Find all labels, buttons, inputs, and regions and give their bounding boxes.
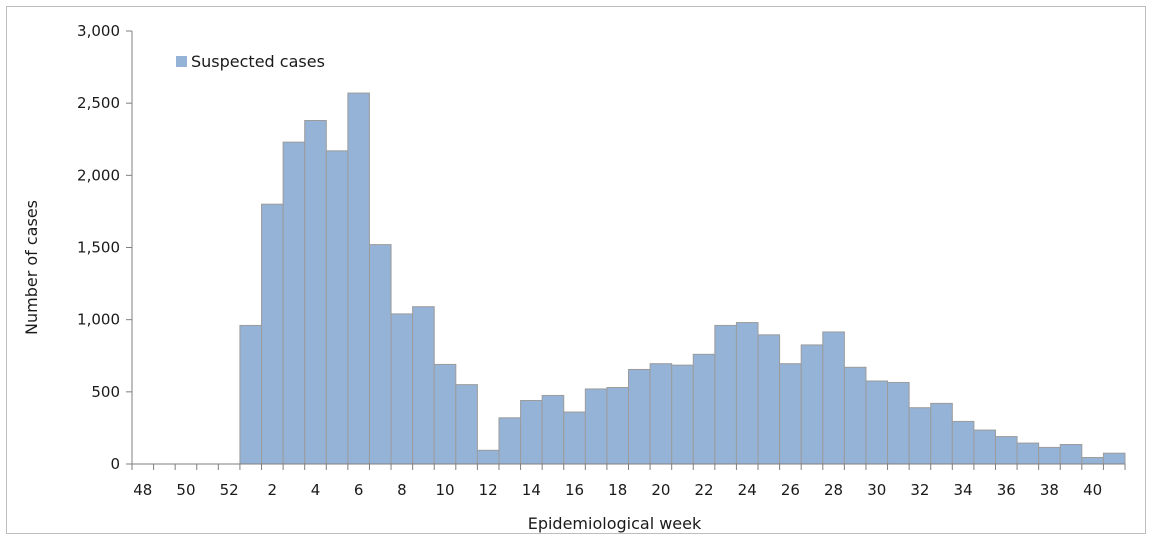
x-tick-label: 40 bbox=[1083, 481, 1102, 499]
bar-week-33 bbox=[930, 402, 953, 465]
bar-week-34 bbox=[951, 420, 975, 465]
bar-week-27 bbox=[800, 344, 824, 465]
x-tick-label: 48 bbox=[133, 481, 152, 499]
bar-week-6 bbox=[347, 92, 370, 465]
x-tick-label: 8 bbox=[397, 481, 407, 499]
bar-week-35 bbox=[973, 429, 996, 465]
y-tick-label: 0 bbox=[110, 455, 120, 473]
bar-week-7 bbox=[368, 244, 392, 465]
bar-week-22 bbox=[692, 353, 716, 465]
bar-week-9 bbox=[412, 306, 435, 465]
x-tick-label: 50 bbox=[176, 481, 195, 499]
x-tick-label: 28 bbox=[824, 481, 843, 499]
legend: Suspected cases bbox=[176, 52, 325, 71]
x-tick-label: 16 bbox=[565, 481, 584, 499]
bar-week-31 bbox=[887, 381, 910, 465]
x-tick-label: 52 bbox=[220, 481, 239, 499]
x-tick-label: 10 bbox=[435, 481, 454, 499]
x-axis-title: Epidemiological week bbox=[528, 514, 702, 533]
bar-week-15 bbox=[541, 394, 565, 465]
bar-week-3 bbox=[282, 141, 306, 465]
bar-week-19 bbox=[628, 368, 651, 465]
bar-week-10 bbox=[433, 363, 457, 465]
x-tick-label: 34 bbox=[954, 481, 973, 499]
x-tick-label: 12 bbox=[479, 481, 498, 499]
y-tick-label: 500 bbox=[91, 383, 120, 401]
bar-week-40 bbox=[1081, 457, 1104, 465]
x-tick-label: 20 bbox=[651, 481, 670, 499]
bar-week-41 bbox=[1102, 452, 1126, 465]
bar-week-13 bbox=[498, 417, 522, 465]
bar-week-39 bbox=[1059, 444, 1083, 465]
bar-week-38 bbox=[1038, 446, 1061, 465]
x-tick-label: 2 bbox=[268, 481, 278, 499]
x-ticks-group: 48 50 52 2 4 6 8 10 12 14 16 18 20 22 24 26 28 30 32 34 36 38… bbox=[131, 464, 1126, 499]
bar-week-36 bbox=[994, 436, 1018, 465]
bar-week-2 bbox=[261, 203, 284, 465]
chart-frame bbox=[6, 6, 1146, 534]
x-tick-label: 18 bbox=[608, 481, 627, 499]
x-tick-label: 30 bbox=[867, 481, 886, 499]
bar-week-23 bbox=[714, 324, 737, 465]
bar-week-26 bbox=[779, 363, 802, 465]
y-ticks-group: 0 500 1,000 1,500 2,000 2,500 3,000 bbox=[77, 22, 132, 473]
bar-week-21 bbox=[671, 364, 694, 465]
x-tick-label: 6 bbox=[354, 481, 364, 499]
bar-week-5 bbox=[325, 150, 349, 465]
bar-week-28 bbox=[822, 331, 845, 465]
bar-week-24 bbox=[735, 322, 759, 465]
y-tick-label: 3,000 bbox=[77, 22, 120, 40]
bar-week-8 bbox=[390, 313, 414, 465]
bar-week-1 bbox=[239, 324, 263, 465]
x-tick-label: 38 bbox=[1040, 481, 1059, 499]
bar-week-20 bbox=[649, 363, 673, 465]
bar-week-11 bbox=[455, 384, 478, 465]
y-axis-title: Number of cases bbox=[22, 200, 41, 335]
x-tick-label: 26 bbox=[781, 481, 800, 499]
legend-swatch bbox=[176, 56, 187, 67]
y-tick-label: 2,500 bbox=[77, 94, 120, 112]
x-tick-label: 22 bbox=[695, 481, 714, 499]
bar-week-30 bbox=[865, 380, 889, 465]
bar-week-29 bbox=[843, 366, 867, 465]
bar-week-14 bbox=[520, 399, 543, 465]
bars-group bbox=[239, 92, 1126, 465]
bar-week-32 bbox=[908, 407, 932, 465]
y-tick-label: 1,000 bbox=[77, 311, 120, 329]
bar-week-12 bbox=[476, 449, 500, 465]
bar-week-25 bbox=[757, 334, 781, 465]
bar-week-17 bbox=[584, 388, 608, 465]
bar-week-4 bbox=[304, 119, 327, 465]
x-tick-label: 4 bbox=[311, 481, 321, 499]
bar-week-16 bbox=[563, 411, 586, 465]
y-tick-label: 2,000 bbox=[77, 166, 120, 184]
bar-week-18 bbox=[606, 387, 629, 465]
y-tick-label: 1,500 bbox=[77, 239, 120, 257]
bar-week-37 bbox=[1016, 442, 1040, 465]
x-tick-label: 24 bbox=[738, 481, 757, 499]
x-tick-label: 36 bbox=[997, 481, 1016, 499]
x-tick-label: 14 bbox=[522, 481, 541, 499]
x-tick-label: 32 bbox=[910, 481, 929, 499]
legend-label: Suspected cases bbox=[191, 52, 325, 71]
